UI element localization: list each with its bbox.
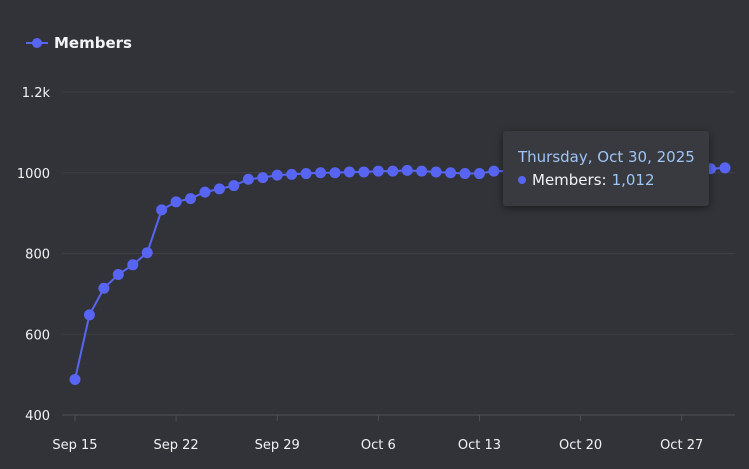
data-point: [127, 259, 139, 271]
data-point: [372, 165, 384, 177]
y-tick-label: 800: [25, 248, 50, 263]
data-point: [430, 166, 442, 178]
data-point: [228, 180, 240, 192]
data-point: [358, 166, 370, 178]
data-point: [213, 183, 225, 195]
x-axis-labels: Sep 15 Sep 22 Sep 29 Oct 6 Oct 13 Oct 20 Oct 2…: [52, 438, 703, 453]
data-point: [257, 172, 269, 184]
data-point: [343, 166, 355, 178]
x-tick-label: Oct 27: [660, 438, 703, 453]
x-tick-label: Sep 29: [255, 438, 300, 453]
data-point: [387, 165, 399, 177]
chart-legend[interactable]: Members: [26, 34, 132, 52]
x-tick-label: Sep 15: [52, 438, 97, 453]
tooltip-value: 1,012: [611, 171, 655, 189]
x-tick-label: Oct 20: [559, 438, 602, 453]
data-point: [141, 247, 153, 259]
x-tick-label: Sep 22: [154, 438, 199, 453]
data-point: [69, 373, 81, 385]
data-point: [473, 168, 485, 180]
data-point: [156, 204, 168, 216]
legend-series-icon: [26, 37, 48, 49]
data-point: [83, 309, 95, 321]
data-point: [199, 186, 211, 198]
y-tick-label: 600: [25, 328, 50, 343]
data-point: [98, 282, 110, 294]
data-point: [185, 193, 197, 205]
data-point: [300, 168, 312, 180]
data-point: [329, 167, 341, 179]
tooltip-row: Members: 1,012: [518, 170, 709, 190]
y-axis-labels: 400 600 800 1000 1.2k: [17, 86, 51, 424]
y-tick-label: 1000: [17, 167, 50, 182]
x-tick-label: Oct 13: [458, 438, 501, 453]
y-tick-label: 1.2k: [22, 86, 51, 101]
x-tick-label: Oct 6: [361, 438, 396, 453]
data-point: [416, 165, 428, 177]
data-point: [170, 196, 182, 208]
data-point: [488, 165, 500, 177]
data-point: [719, 162, 731, 174]
data-tooltip: Thursday, Oct 30, 2025 Members: 1,012: [503, 131, 709, 206]
data-point: [445, 167, 457, 179]
legend-label: Members: [54, 34, 132, 52]
tooltip-date: Thursday, Oct 30, 2025: [518, 148, 695, 166]
data-point: [271, 169, 283, 181]
tooltip-label: Members:: [532, 171, 607, 189]
tooltip-series-dot-icon: [518, 176, 526, 184]
y-tick-label: 400: [25, 409, 50, 424]
legend-dot: [32, 38, 42, 48]
data-point: [112, 268, 124, 280]
data-point: [459, 168, 471, 180]
data-point: [315, 167, 327, 179]
data-point: [286, 168, 298, 180]
data-point: [401, 164, 413, 176]
data-point: [242, 173, 254, 185]
